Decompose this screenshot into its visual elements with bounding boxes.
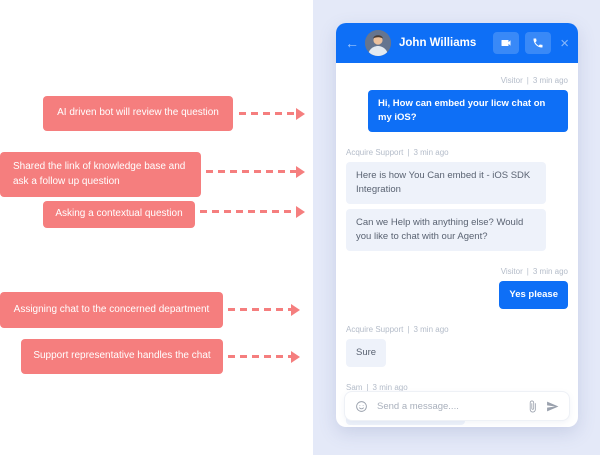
agent-message-bubble: Here is how You Can embed it - iOS SDK I… <box>346 162 546 204</box>
annotation-label-assign-department: Assigning chat to the concerned departme… <box>0 292 223 328</box>
annotation-arrow <box>239 107 305 120</box>
back-icon[interactable]: ← <box>345 35 359 51</box>
message-meta: Visitor | 3 min ago <box>501 267 568 276</box>
message-group-agent: Acquire Support | 3 min ago Sure <box>346 325 568 372</box>
annotation-label-bot-review: AI driven bot will review the question <box>43 96 233 131</box>
avatar <box>365 30 391 56</box>
annotation-label-support-handles: Support representative handles the chat <box>21 339 223 374</box>
meta-divider: | <box>526 76 529 85</box>
annotation-arrow <box>228 350 300 363</box>
author-label: Sam <box>346 383 363 392</box>
message-meta: Acquire Support | 3 min ago <box>346 325 449 334</box>
phone-icon <box>533 38 543 48</box>
message-group-visitor: Visitor | 3 min ago Yes please <box>346 267 568 314</box>
video-camera-icon <box>501 40 511 46</box>
visitor-message-bubble: Hi, How can embed your licw chat on my i… <box>368 90 568 132</box>
meta-divider: | <box>407 148 410 157</box>
message-input[interactable] <box>375 399 519 413</box>
voice-call-button[interactable] <box>525 32 552 54</box>
chat-header: ← John Williams × <box>336 23 578 63</box>
timestamp: 3 min ago <box>532 267 568 276</box>
meta-divider: | <box>407 325 410 334</box>
message-composer <box>344 391 570 421</box>
timestamp: 3 min ago <box>413 325 449 334</box>
agent-message-bubble: Can we Help with anything else? Would yo… <box>346 209 546 251</box>
close-icon[interactable]: × <box>560 34 569 52</box>
meta-divider: | <box>526 267 529 276</box>
message-group-agent: Acquire Support | 3 min ago Here is how … <box>346 148 568 256</box>
messages-area: Visitor | 3 min ago Hi, How can embed yo… <box>336 63 578 430</box>
message-meta: Sam | 3 min ago <box>346 383 408 392</box>
annotation-label-contextual-question: Asking a contextual question <box>43 201 195 228</box>
author-label: Visitor <box>500 267 523 276</box>
message-meta: Acquire Support | 3 min ago <box>346 148 449 157</box>
timestamp: 3 min ago <box>413 148 449 157</box>
annotation-arrow <box>206 165 305 178</box>
message-meta: Visitor | 3 min ago <box>501 76 568 85</box>
chat-window: ← John Williams × <box>336 23 578 427</box>
author-label: Visitor <box>500 76 523 85</box>
agent-message-bubble: Sure <box>346 339 387 367</box>
avatar-image <box>365 30 391 56</box>
video-call-button[interactable] <box>493 32 520 54</box>
annotation-arrow <box>200 205 305 218</box>
timestamp: 3 min ago <box>372 383 408 392</box>
attachment-icon[interactable] <box>526 400 539 413</box>
visitor-message-bubble: Yes please <box>499 281 568 309</box>
annotation-label-knowledge-base: Shared the link of knowledge base and as… <box>0 152 201 197</box>
author-label: Acquire Support <box>346 148 404 157</box>
emoji-icon[interactable] <box>355 400 368 413</box>
send-icon[interactable] <box>546 400 559 413</box>
message-group-visitor: Visitor | 3 min ago Hi, How can embed yo… <box>346 76 568 137</box>
author-label: Acquire Support <box>346 325 404 334</box>
chat-title: John Williams <box>399 37 477 49</box>
meta-divider: | <box>366 383 369 392</box>
timestamp: 3 min ago <box>532 76 568 85</box>
annotation-arrow <box>228 303 300 316</box>
